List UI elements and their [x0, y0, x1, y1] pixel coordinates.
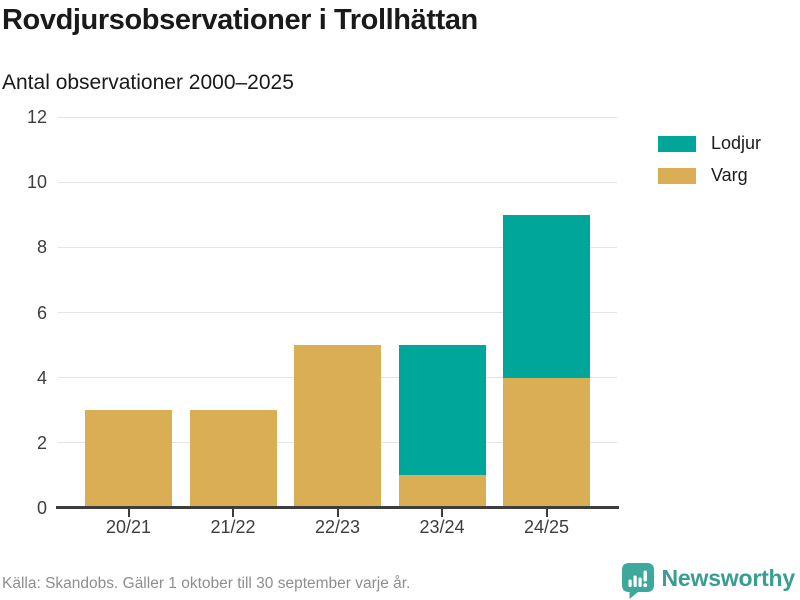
bar-segment-varg-21-22 — [189, 410, 277, 508]
y-axis-tick-label: 6 — [36, 302, 47, 323]
newsworthy-logo: Newsworthy — [621, 562, 795, 599]
x-axis-category-label: 20/21 — [105, 517, 152, 537]
bar-segment-lodjur-23-24 — [398, 345, 486, 476]
chart-subtitle: Antal observationer 2000–2025 — [2, 71, 294, 94]
bar-segment-varg-22-23 — [294, 345, 381, 508]
x-axis-tick — [336, 509, 339, 517]
x-axis-category-label: 24/25 — [523, 517, 570, 537]
newsworthy-bubble-chart-icon — [621, 563, 654, 599]
bar-segment-varg-23-24 — [398, 475, 486, 508]
legend-label-lodjur: Lodjur — [711, 133, 762, 153]
legend-swatch-lodjur — [658, 135, 696, 152]
legend-swatch-varg — [658, 167, 696, 184]
y-axis-tick-label: 2 — [36, 432, 47, 453]
legend-label-varg: Varg — [711, 165, 748, 185]
y-axis-tick-label: 12 — [26, 107, 47, 127]
legend-item-varg: Varg — [658, 165, 761, 186]
legend-item-lodjur: Lodjur — [658, 133, 761, 154]
x-axis-category-label: 21/22 — [210, 517, 256, 537]
x-axis-category-label: 22/23 — [314, 517, 361, 537]
y-axis-tick-label: 4 — [36, 367, 47, 388]
x-axis-tick — [441, 509, 443, 517]
x-axis-tick — [545, 509, 548, 517]
chart-legend: Lodjur Varg — [658, 133, 761, 197]
y-axis-tick-label: 8 — [36, 237, 47, 258]
source-note: Källa: Skandobs. Gäller 1 oktober till 3… — [2, 575, 411, 592]
x-axis-category-label: 23/24 — [419, 517, 465, 537]
bar-segment-lodjur-24-25 — [503, 214, 590, 378]
gridline-y8 — [58, 246, 617, 248]
gridline-y12 — [58, 116, 617, 118]
x-axis-tick — [127, 509, 130, 517]
x-axis-tick — [232, 509, 234, 517]
bar-segment-varg-24-25 — [503, 377, 590, 508]
bar-segment-varg-20-21 — [85, 410, 172, 508]
y-axis-tick-label: 0 — [36, 498, 47, 518]
gridline-y6 — [58, 312, 617, 313]
gridline-y10 — [58, 181, 617, 183]
y-axis-tick-label: 10 — [26, 172, 47, 193]
chart-title: Rovdjursobservationer i Trollhättan — [2, 4, 478, 36]
x-axis-line — [56, 506, 619, 509]
newsworthy-wordmark: Newsworthy — [661, 565, 796, 591]
